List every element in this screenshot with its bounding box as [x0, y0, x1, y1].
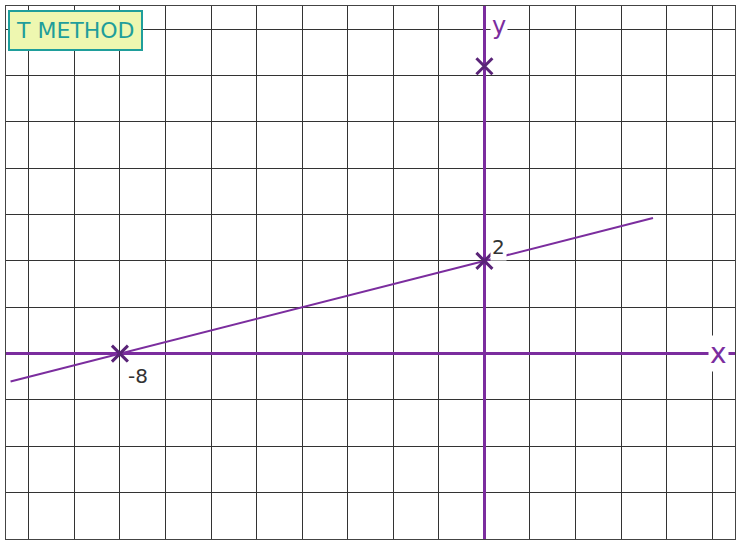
svg-text:2: 2	[492, 235, 505, 259]
svg-text:-8: -8	[128, 364, 148, 388]
svg-text:x: x	[710, 337, 727, 370]
svg-text:y: y	[492, 12, 506, 40]
svg-text:T METHOD: T METHOD	[16, 18, 135, 43]
